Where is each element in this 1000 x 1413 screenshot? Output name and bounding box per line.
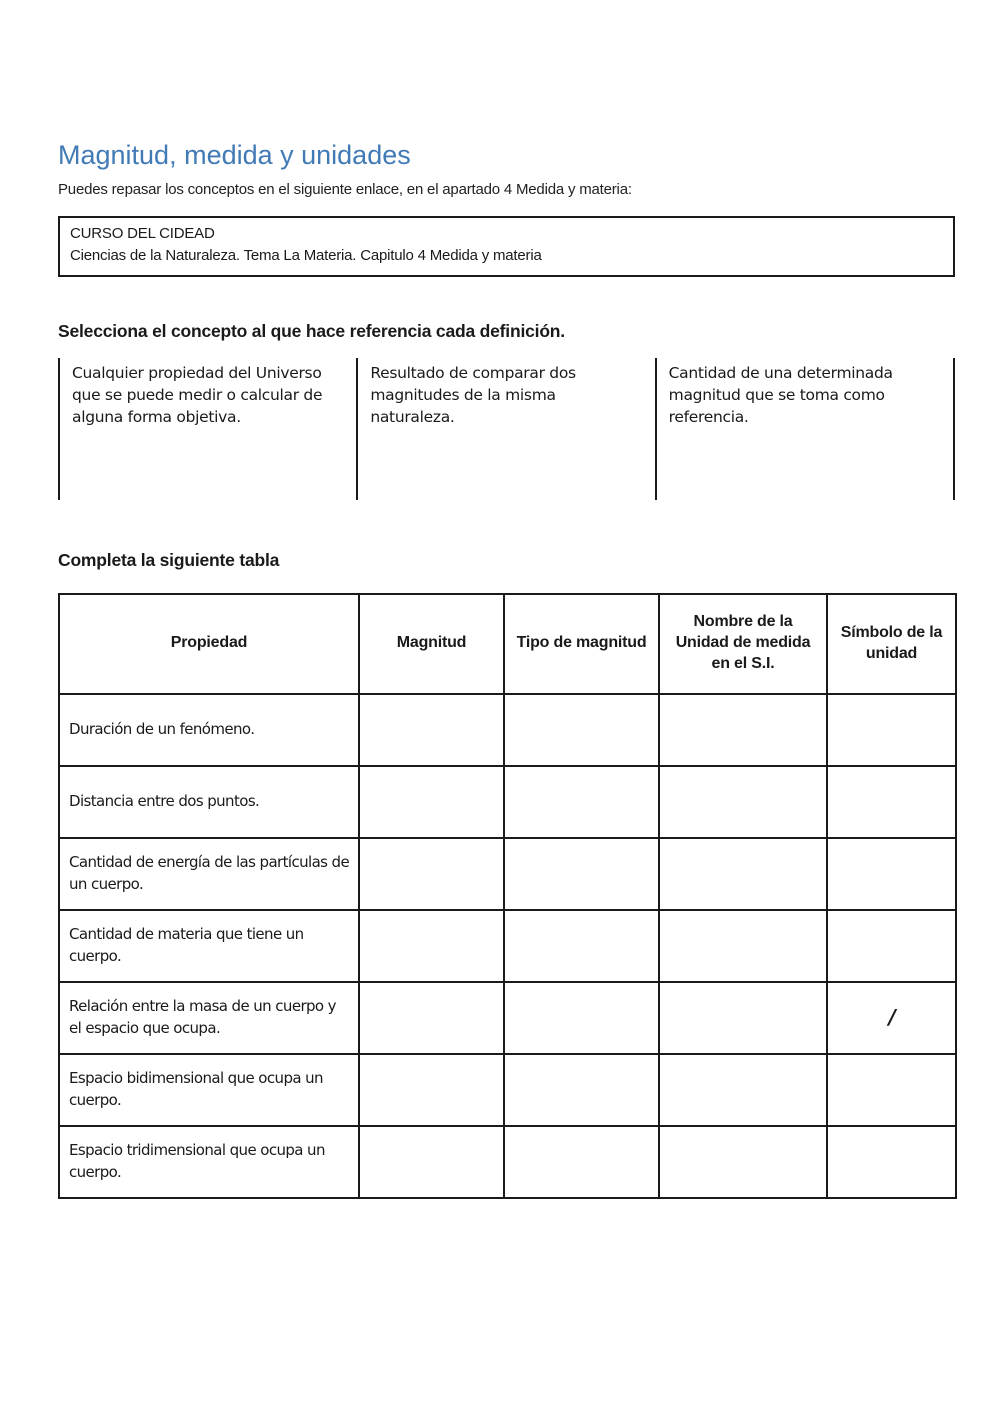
definition-text-3: Cantidad de una determinada magnitud que… — [668, 363, 893, 427]
answer-cell-simbolo[interactable] — [826, 1052, 957, 1127]
propiedad-cell: Distancia entre dos puntos. — [58, 764, 360, 839]
definition-answer-zone-3[interactable] — [669, 429, 939, 500]
answer-cell-tipo[interactable] — [503, 836, 660, 911]
answer-cell-nombre[interactable] — [658, 692, 828, 767]
answer-cell-magnitud[interactable] — [358, 1052, 505, 1127]
answer-cell-magnitud[interactable] — [358, 764, 505, 839]
answer-cell-simbolo[interactable] — [826, 692, 957, 767]
definition-answer-zone-1[interactable] — [72, 429, 342, 500]
answer-cell-nombre[interactable] — [658, 1052, 828, 1127]
definitions-heading: Selecciona el concepto al que hace refer… — [58, 320, 565, 341]
table-heading: Completa la siguiente tabla — [58, 549, 280, 570]
intro-text: Puedes repasar los conceptos en el sigui… — [58, 181, 632, 198]
propiedad-cell: Espacio tridimensional que ocupa un cuer… — [58, 1124, 360, 1199]
answer-cell-tipo[interactable] — [503, 980, 660, 1055]
reference-box-line1: CURSO DEL CIDEAD — [70, 225, 215, 242]
col-header-nombre-unidad-si: Nombre de la Unidad de medida en el S.I. — [658, 592, 828, 695]
answer-cell-nombre[interactable] — [658, 1124, 828, 1199]
definition-answer-zone-2[interactable] — [370, 429, 640, 500]
answer-cell-tipo[interactable] — [503, 1124, 660, 1199]
table-row: Cantidad de materia que tiene un cuerpo. — [58, 908, 957, 983]
answer-cell-simbolo[interactable] — [826, 908, 957, 983]
answer-cell-tipo[interactable] — [503, 764, 660, 839]
table-row: Espacio bidimensional que ocupa un cuerp… — [58, 1052, 957, 1127]
propiedad-cell: Cantidad de energía de las partículas de… — [58, 836, 360, 911]
answer-cell-tipo[interactable] — [503, 908, 660, 983]
propiedad-cell: Cantidad de materia que tiene un cuerpo. — [58, 908, 360, 983]
propiedad-cell: Espacio bidimensional que ocupa un cuerp… — [58, 1052, 360, 1127]
table-row: Espacio tridimensional que ocupa un cuer… — [58, 1124, 957, 1199]
answer-cell-nombre[interactable] — [658, 764, 828, 839]
answer-cell-simbolo-slash[interactable]: / — [826, 980, 957, 1055]
answer-cell-tipo[interactable] — [503, 692, 660, 767]
definition-text-1: Cualquier propiedad del Universo que se … — [72, 363, 323, 427]
definition-col-1: Cualquier propiedad del Universo que se … — [58, 357, 356, 500]
answer-cell-magnitud[interactable] — [358, 1124, 505, 1199]
answer-cell-simbolo[interactable] — [826, 1124, 957, 1199]
col-header-magnitud: Magnitud — [358, 592, 505, 695]
answer-cell-simbolo[interactable] — [826, 836, 957, 911]
definition-col-2: Resultado de comparar dos magnitudes de … — [356, 357, 654, 500]
definitions-row: Cualquier propiedad del Universo que se … — [58, 357, 955, 500]
propiedad-cell: Relación entre la masa de un cuerpo y el… — [58, 980, 360, 1055]
answer-cell-simbolo[interactable] — [826, 764, 957, 839]
table-row: Relación entre la masa de un cuerpo y el… — [58, 980, 957, 1055]
answer-cell-magnitud[interactable] — [358, 908, 505, 983]
reference-box-line2: Ciencias de la Naturaleza. Tema La Mater… — [70, 246, 542, 264]
table-header-row: Propiedad Magnitud Tipo de magnitud Nomb… — [58, 592, 957, 695]
table-row: Duración de un fenómeno. — [58, 692, 957, 767]
col-header-propiedad: Propiedad — [58, 592, 360, 695]
table-row: Cantidad de energía de las partículas de… — [58, 836, 957, 911]
definition-col-3: Cantidad de una determinada magnitud que… — [654, 357, 953, 500]
page-title: Magnitud, medida y unidades — [58, 140, 411, 170]
propiedad-cell: Duración de un fenómeno. — [58, 692, 360, 767]
answer-cell-nombre[interactable] — [658, 908, 828, 983]
answer-cell-tipo[interactable] — [503, 1052, 660, 1127]
table-row: Distancia entre dos puntos. — [58, 764, 957, 839]
answer-cell-magnitud[interactable] — [358, 692, 505, 767]
answer-cell-magnitud[interactable] — [358, 980, 505, 1055]
reference-box: CURSO DEL CIDEAD Ciencias de la Naturale… — [58, 216, 955, 277]
properties-table: Propiedad Magnitud Tipo de magnitud Nomb… — [58, 592, 957, 1199]
col-header-simbolo-unidad: Símbolo de la unidad — [826, 592, 957, 695]
definition-text-2: Resultado de comparar dos magnitudes de … — [370, 363, 576, 427]
answer-cell-nombre[interactable] — [658, 836, 828, 911]
answer-cell-nombre[interactable] — [658, 980, 828, 1055]
answer-cell-magnitud[interactable] — [358, 836, 505, 911]
col-header-tipo-de-magnitud: Tipo de magnitud — [503, 592, 660, 695]
